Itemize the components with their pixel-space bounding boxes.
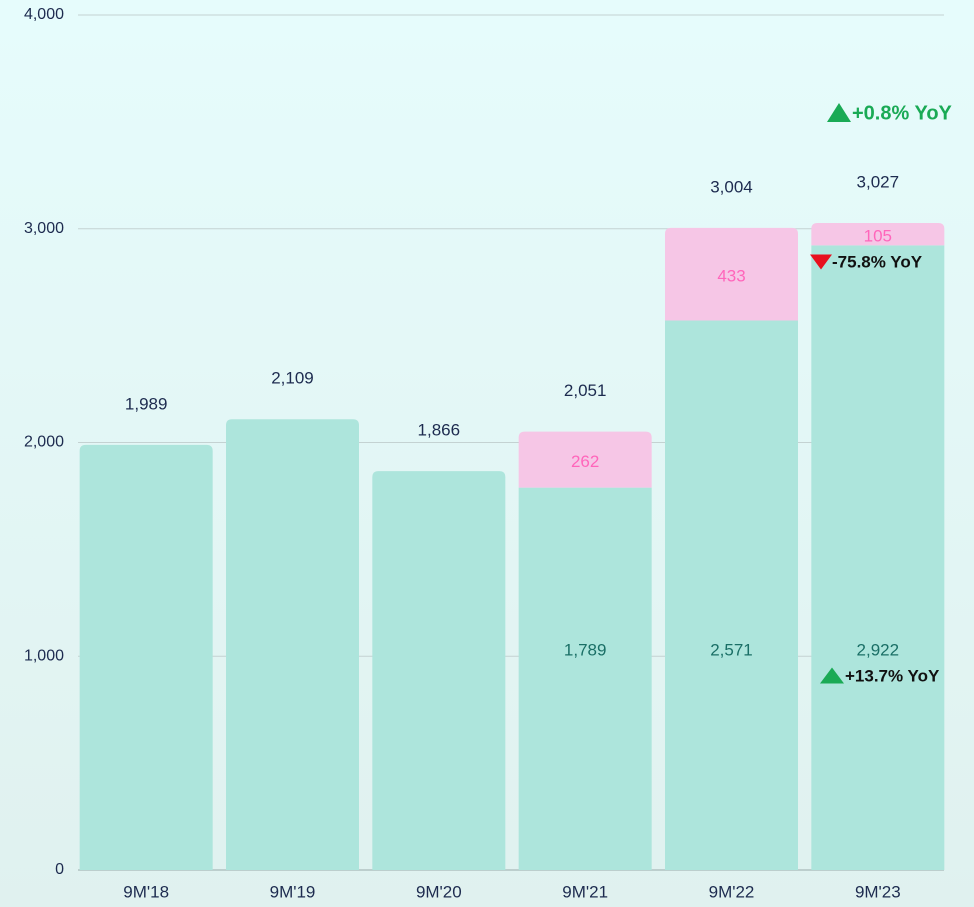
value-label: 105: [864, 227, 892, 246]
value-label: 2,922: [857, 640, 900, 659]
annotation: +13.7% YoY: [845, 666, 940, 685]
value-label: 262: [571, 452, 599, 471]
annotation: +0.8% YoY: [852, 102, 953, 124]
y-tick-label: 4,000: [24, 6, 64, 23]
yoy-arrow: [810, 254, 832, 270]
total-label: 1,989: [125, 394, 168, 413]
x-tick-label: 9M'23: [855, 882, 901, 901]
x-tick-label: 9M'18: [123, 882, 169, 901]
value-label: 1,789: [564, 640, 607, 659]
y-tick-label: 0: [55, 861, 64, 878]
x-tick-label: 9M'19: [270, 882, 316, 901]
bar-segment: [372, 471, 506, 870]
total-label: 3,027: [857, 172, 900, 191]
total-label: 3,004: [710, 177, 753, 196]
total-label: 1,866: [418, 421, 461, 440]
y-tick-label: 3,000: [24, 220, 64, 237]
bar-segment: [811, 245, 945, 871]
bar-segment: [79, 444, 213, 870]
bar-segment: [518, 431, 652, 488]
bar-segment: [665, 227, 798, 321]
yoy-arrow: [827, 103, 851, 122]
y-tick-label: 2,000: [24, 434, 64, 451]
bar-segment: [518, 487, 652, 870]
total-label: 2,051: [564, 381, 607, 400]
value-label: 2,571: [710, 640, 753, 659]
annotation: -75.8% YoY: [832, 252, 923, 271]
bar-segment: [226, 419, 359, 870]
x-tick-label: 9M'22: [709, 882, 755, 901]
yoy-arrow: [820, 667, 844, 684]
y-tick-label: 1,000: [24, 647, 64, 664]
total-label: 2,109: [271, 369, 314, 388]
bar-segment: [811, 222, 945, 246]
value-label: 433: [717, 267, 745, 286]
x-tick-label: 9M'20: [416, 882, 462, 901]
bar-segment: [665, 320, 798, 871]
x-tick-label: 9M'21: [562, 882, 608, 901]
